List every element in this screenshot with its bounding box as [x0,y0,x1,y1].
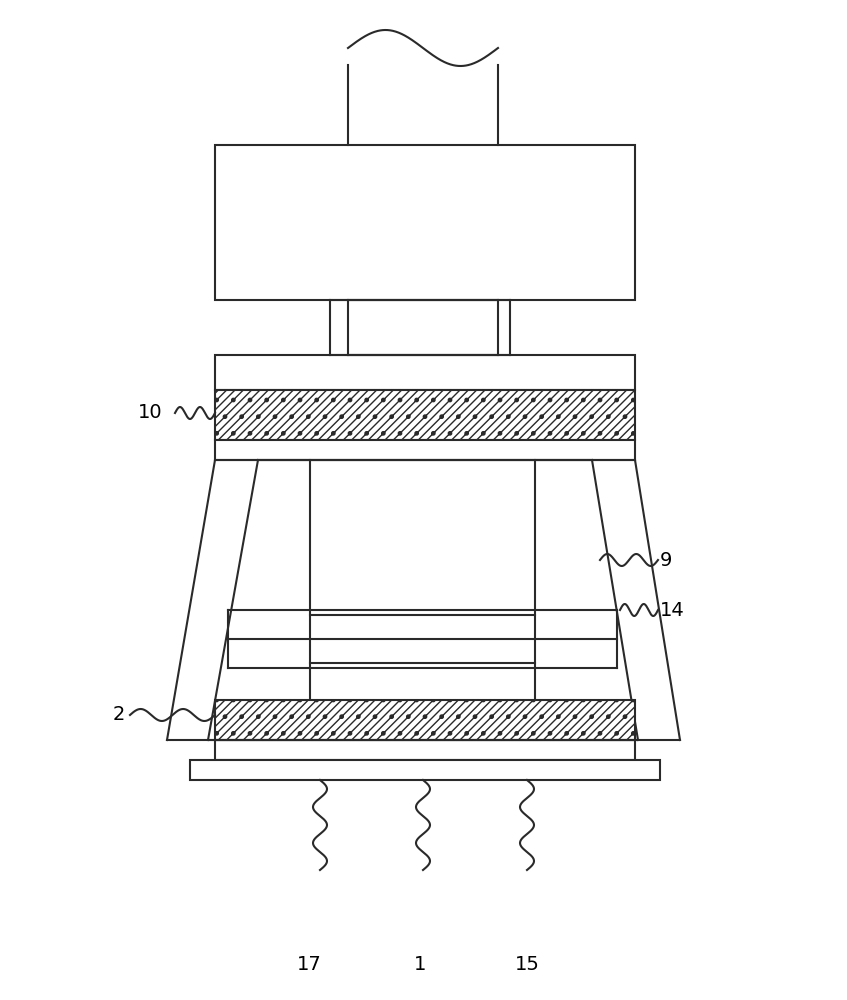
Text: 15: 15 [515,956,540,974]
Text: 9: 9 [660,550,673,570]
Bar [215,700,635,740]
Text: 17: 17 [296,956,321,974]
Text: 1: 1 [414,956,426,974]
Text: 10: 10 [138,403,163,422]
Text: 2: 2 [113,706,125,724]
Bar [215,740,635,760]
Bar [215,355,635,390]
Text: 14: 14 [660,600,684,619]
Bar [190,760,660,780]
Bar [215,440,635,460]
Bar [215,145,635,300]
Bar [215,390,635,440]
